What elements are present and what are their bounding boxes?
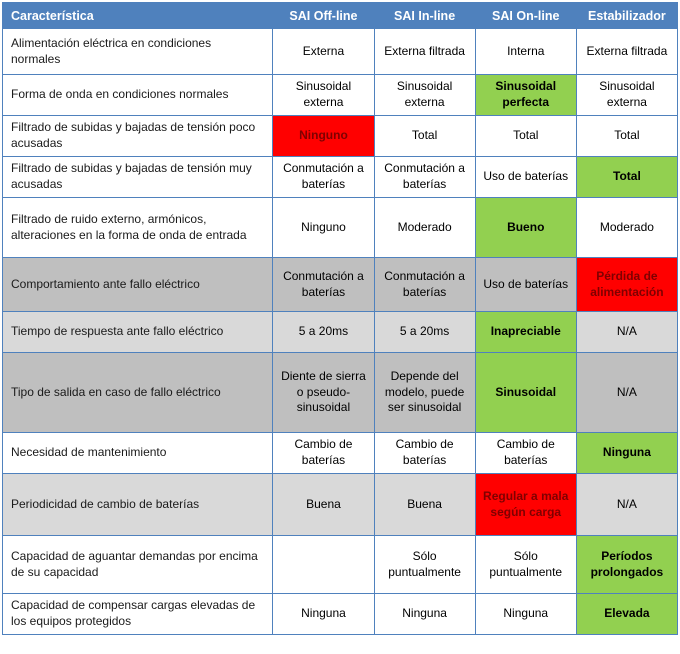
row-label: Comportamiento ante fallo eléctrico	[1, 257, 274, 312]
ups-comparison-table: Característica SAI Off-line SAI In-line …	[1, 2, 679, 635]
table-cell: Externa filtrada	[575, 28, 679, 75]
table-cell: Pérdida de alimentación	[575, 257, 679, 312]
table-cell: Interna	[474, 28, 577, 75]
table-cell: Externa filtrada	[373, 28, 476, 75]
table-cell: Sólo puntualmente	[373, 535, 476, 594]
table-cell: Regular a mala según carga	[474, 473, 577, 536]
table-cell: Total	[373, 115, 476, 157]
table-cell: Moderado	[373, 197, 476, 258]
table-cell: Ninguna	[575, 432, 679, 474]
table-cell: Externa	[272, 28, 375, 75]
header-cell-sai-online: SAI On-line	[474, 2, 577, 29]
table-row: Filtrado de ruido externo, armónicos, al…	[1, 197, 679, 258]
table-row: Periodicidad de cambio de baterías Buena B…	[1, 473, 679, 536]
table-cell: Cambio de baterías	[272, 432, 375, 474]
table-cell: Depende del modelo, puede ser sinusoidal	[373, 352, 476, 433]
table-cell: Cambio de baterías	[373, 432, 476, 474]
table-cell: Sinusoidal externa	[272, 74, 375, 116]
row-label: Periodicidad de cambio de baterías	[1, 473, 274, 536]
row-label: Forma de onda en condiciones normales	[1, 74, 274, 116]
table-cell: Sólo puntualmente	[474, 535, 577, 594]
row-label: Necesidad de mantenimiento	[1, 432, 274, 474]
row-label: Tiempo de respuesta ante fallo eléctrico	[1, 311, 274, 353]
table-cell: Sinusoidal externa	[575, 74, 679, 116]
table-cell: Sinusoidal externa	[373, 74, 476, 116]
table-row: Filtrado de subidas y bajadas de tensión…	[1, 115, 679, 157]
table-cell: Uso de baterías	[474, 257, 577, 312]
table-cell: 5 a 20ms	[272, 311, 375, 353]
table-cell: Sinusoidal	[474, 352, 577, 433]
table-cell: Ninguno	[272, 115, 375, 157]
table-row: Tiempo de respuesta ante fallo eléctrico…	[1, 311, 679, 353]
table-cell	[272, 535, 375, 594]
table-cell: Inapreciable	[474, 311, 577, 353]
table-cell: Buena	[373, 473, 476, 536]
row-label: Filtrado de subidas y bajadas de tensión…	[1, 156, 274, 198]
table-cell: Uso de baterías	[474, 156, 577, 198]
table-cell: Sinusoidal perfecta	[474, 74, 577, 116]
table-row: Capacidad de compensar cargas elevadas d…	[1, 593, 679, 635]
comparison-table-container: Característica SAI Off-line SAI In-line …	[1, 2, 679, 635]
table-cell: Ninguno	[272, 197, 375, 258]
table-cell: Conmutación a baterías	[373, 257, 476, 312]
table-cell: Total	[575, 156, 679, 198]
header-cell-sai-offline: SAI Off-line	[272, 2, 375, 29]
table-cell: Cambio de baterías	[474, 432, 577, 474]
table-cell: Ninguna	[474, 593, 577, 635]
table-row: Filtrado de subidas y bajadas de tensión…	[1, 156, 679, 198]
header-cell-sai-inline: SAI In-line	[373, 2, 476, 29]
table-cell: N/A	[575, 311, 679, 353]
table-row: Alimentación eléctrica en condiciones no…	[1, 28, 679, 75]
table-cell: Moderado	[575, 197, 679, 258]
table-cell: N/A	[575, 473, 679, 536]
header-row: Característica SAI Off-line SAI In-line …	[1, 2, 679, 29]
row-label: Capacidad de aguantar demandas por encim…	[1, 535, 274, 594]
header-cell-caracteristica: Característica	[1, 2, 274, 29]
table-cell: Conmutación a baterías	[272, 156, 375, 198]
table-cell: Total	[474, 115, 577, 157]
row-label: Tipo de salida en caso de fallo eléctric…	[1, 352, 274, 433]
table-cell: 5 a 20ms	[373, 311, 476, 353]
table-row: Tipo de salida en caso de fallo eléctric…	[1, 352, 679, 433]
table-cell: Ninguna	[272, 593, 375, 635]
table-cell: Total	[575, 115, 679, 157]
table-cell: Conmutación a baterías	[272, 257, 375, 312]
table-cell: Elevada	[575, 593, 679, 635]
table-cell: Ninguna	[373, 593, 476, 635]
row-label: Filtrado de ruido externo, armónicos, al…	[1, 197, 274, 258]
table-row: Necesidad de mantenimiento Cambio de bate…	[1, 432, 679, 474]
row-label: Filtrado de subidas y bajadas de tensión…	[1, 115, 274, 157]
table-cell: N/A	[575, 352, 679, 433]
table-cell: Diente de sierra o pseudo-sinusoidal	[272, 352, 375, 433]
table-row: Comportamiento ante fallo eléctrico Conmu…	[1, 257, 679, 312]
row-label: Capacidad de compensar cargas elevadas d…	[1, 593, 274, 635]
table-cell: Períodos prolongados	[575, 535, 679, 594]
table-cell: Conmutación a baterías	[373, 156, 476, 198]
table-row: Forma de onda en condiciones normales Sin…	[1, 74, 679, 116]
row-label: Alimentación eléctrica en condiciones no…	[1, 28, 274, 75]
table-row: Capacidad de aguantar demandas por encim…	[1, 535, 679, 594]
table-cell: Bueno	[474, 197, 577, 258]
header-cell-estabilizador: Estabilizador	[575, 2, 679, 29]
table-cell: Buena	[272, 473, 375, 536]
